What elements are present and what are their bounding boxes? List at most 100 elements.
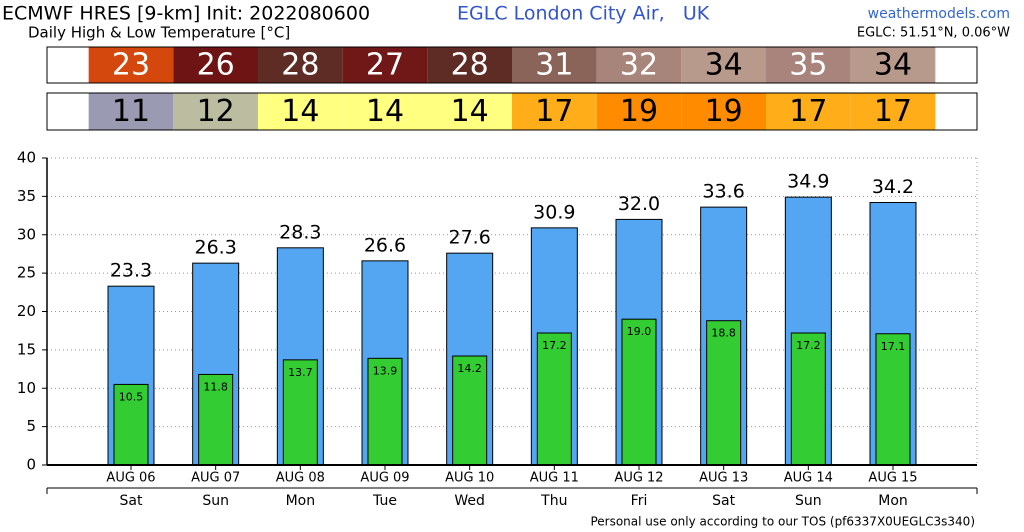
y-tick-label: 30 [17,225,36,243]
strip-cell [173,93,258,130]
subtitle: Daily High & Low Temperature [°C] [28,24,290,42]
value-label: 32.0 [618,193,660,215]
strip-value: 34 [705,48,743,83]
strip-value: 34 [874,48,912,83]
y-tick-label: 15 [17,340,36,358]
strip-value: 11 [112,94,150,129]
strip-cell [766,93,851,130]
strip-cell [427,47,512,83]
x-tick-label: AUG 15 [868,471,917,486]
value-label: 11.8 [203,380,228,393]
value-label: 14.2 [457,362,482,375]
value-label: 23.3 [110,260,152,282]
strip-frame [46,46,978,84]
strip-cell [342,93,428,130]
strip-value: 14 [451,94,489,129]
low-bar [452,355,488,466]
strip-value: 26 [197,48,235,83]
low-bar [790,332,826,466]
y-tick-label: 5 [26,417,36,435]
y-tick-label: 40 [17,149,36,167]
low-bar [198,373,234,466]
strip-value: 28 [451,48,489,83]
x-tick-label: AUG 06 [106,471,155,486]
strip-value: 14 [366,94,404,129]
strip-cell [88,47,174,83]
strip-cell [258,93,343,130]
strip-cell [512,47,597,83]
location: EGLC London City Air, UK [457,3,710,25]
chart-title: ECMWF HRES [9-km] Init: 2022080600 [2,3,370,25]
weekday-label: Sun [202,493,229,509]
weekday-label: Mon [286,493,316,509]
strip-cell [173,47,258,83]
weekday-label: Sat [712,493,735,509]
weekday-label: Mon [878,493,908,509]
low-bar [706,320,742,466]
coords: EGLC: 51.51°N, 0.06°W [857,26,1010,41]
value-label: 17.2 [796,339,821,352]
x-tick-label: AUG 12 [614,471,663,486]
strip-cell [596,93,682,130]
strip-value: 17 [789,94,827,129]
strip-value: 28 [281,48,319,83]
value-label: 34.2 [872,176,914,198]
strip-cell [342,47,428,83]
weekday-label: Fri [631,493,648,509]
low-bar [621,318,657,466]
y-tick-label: 25 [17,264,36,282]
value-label: 19.0 [627,325,652,338]
strip-value: 31 [535,48,573,83]
strip-frame [46,92,978,131]
low-bar [536,332,572,466]
low-bar [367,357,403,466]
weekday-label: Tue [372,493,397,509]
strip-value: 12 [197,94,235,129]
strip-value: 32 [620,48,658,83]
value-label: 26.3 [195,237,237,259]
y-tick-label: 10 [17,379,36,397]
strip-value: 17 [535,94,573,129]
strip-cell [596,47,682,83]
value-label: 27.6 [449,227,491,249]
value-label: 17.2 [542,339,567,352]
value-label: 26.6 [364,234,406,256]
weekday-label: Wed [454,493,485,509]
strip-cell [427,93,512,130]
strip-value: 27 [366,48,404,83]
low-bar [113,383,149,466]
x-tick-label: AUG 10 [445,471,494,486]
x-tick-label: AUG 14 [784,471,833,486]
weekday-label: Sat [120,493,143,509]
strip-cell [258,47,343,83]
value-label: 33.6 [703,181,745,203]
value-label: 30.9 [533,201,575,223]
value-label: 34.9 [787,171,829,193]
y-tick-label: 20 [17,302,36,320]
x-tick-label: AUG 11 [530,471,579,486]
low-bar [875,333,911,466]
footer: Personal use only according to our TOS (… [590,515,975,529]
weekday-label: Sun [795,493,822,509]
value-label: 10.5 [119,390,144,403]
strip-value: 14 [281,94,319,129]
strip-cell [512,93,597,130]
value-label: 13.9 [373,364,398,377]
y-tick-label: 0 [26,456,36,474]
x-tick-label: AUG 13 [699,471,748,486]
strip-value: 17 [874,94,912,129]
x-tick-label: AUG 09 [360,471,409,486]
weekday-label: Thu [540,493,567,509]
strip-cell [681,93,766,130]
strip-cell [681,47,766,83]
strip-cell [850,93,936,130]
source: weathermodels.com [868,6,1010,22]
strip-cell [88,93,174,130]
strip-value: 23 [112,48,150,83]
strip-value: 35 [789,48,827,83]
strip-value: 19 [705,94,743,129]
x-tick-label: AUG 08 [276,471,325,486]
value-label: 18.8 [711,327,736,340]
y-tick-label: 35 [17,187,36,205]
